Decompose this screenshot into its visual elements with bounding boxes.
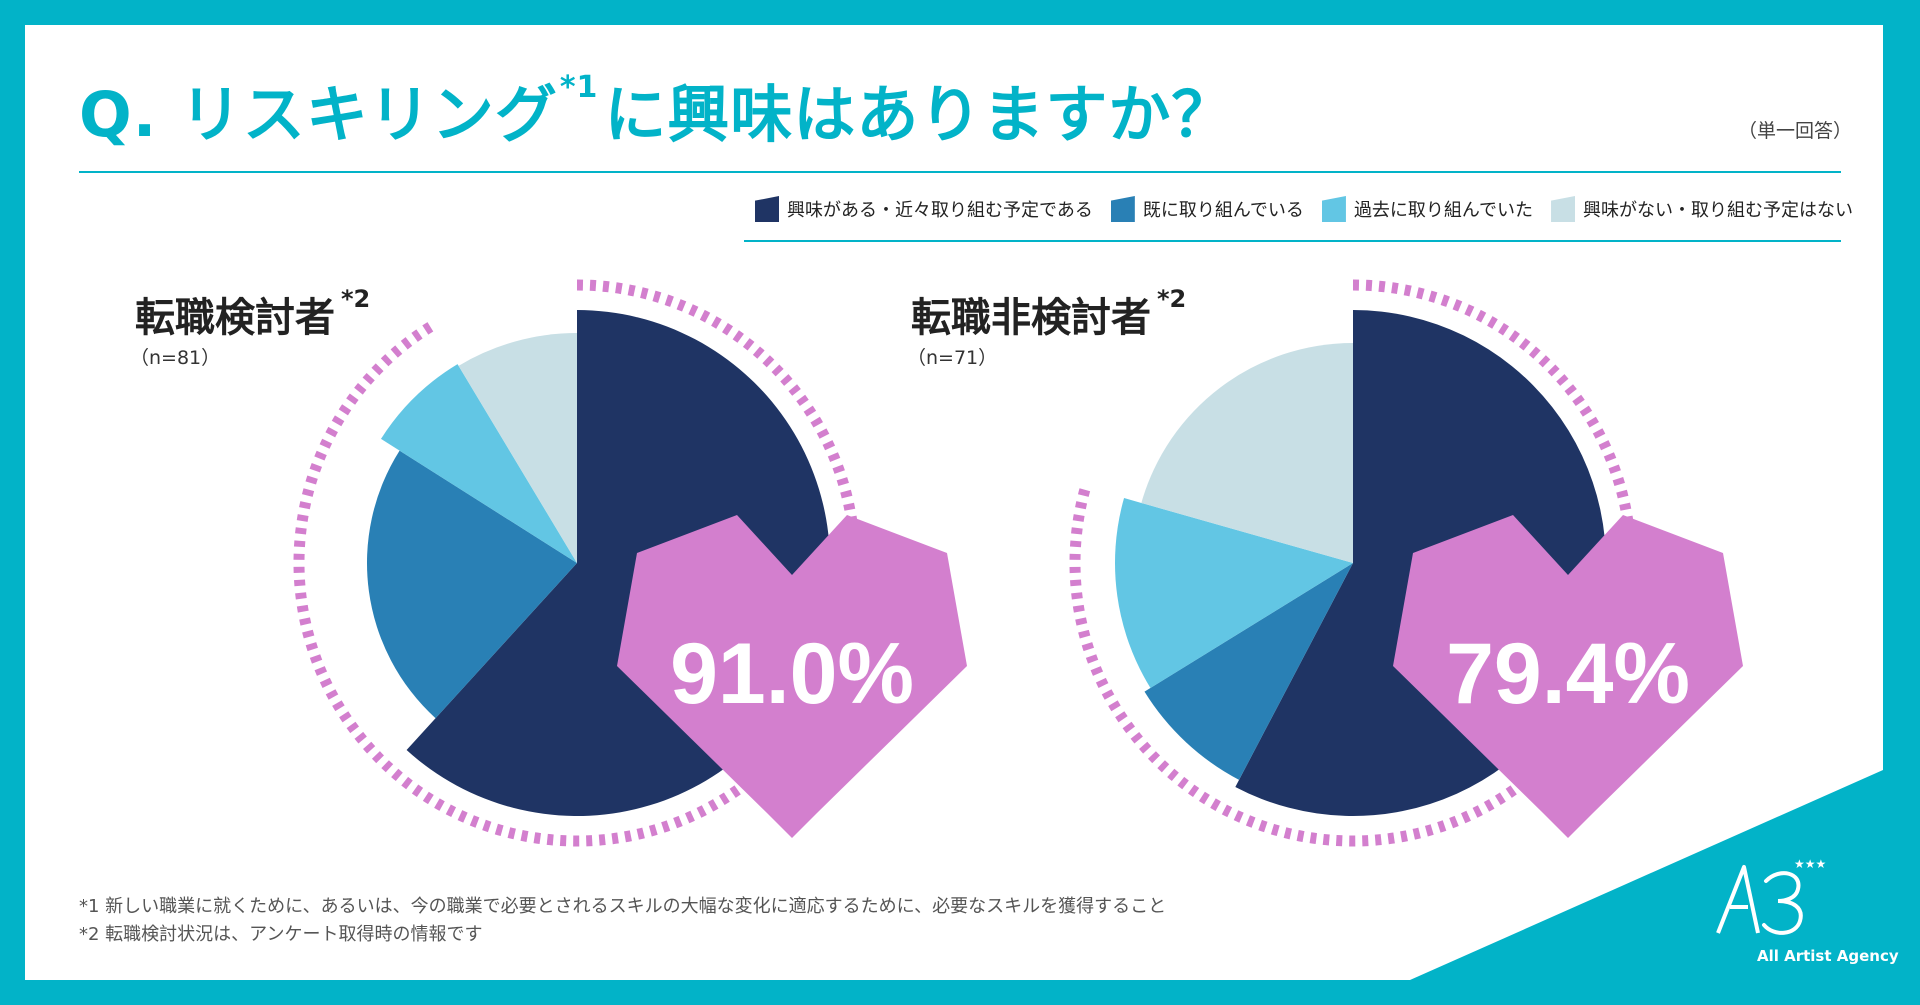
group-label-text: 転職検討者 <box>135 295 335 341</box>
legend-swatch <box>1321 196 1346 222</box>
pie-slice <box>366 450 577 719</box>
pie-slice <box>1115 498 1353 688</box>
brand-logo: ★★★ <box>1716 857 1826 935</box>
legend-label: 興味がない・取り組む予定はない <box>1583 200 1854 221</box>
highlight-percentage: 91.0% <box>670 626 914 722</box>
pie-slice <box>1144 563 1353 780</box>
pie-slice <box>380 364 577 563</box>
highlight-percentage: 79.4% <box>1446 626 1690 722</box>
legend-item-not-interested: 興味がない・取り組む予定はない <box>1551 196 1853 222</box>
legend-label: 過去に取り組んでいた <box>1353 200 1534 221</box>
group-footnote-mark: *2 <box>1157 285 1187 313</box>
sample-size-not-considering: （n=71） <box>907 347 998 369</box>
sample-size-considering: （n=81） <box>130 347 221 369</box>
legend-swatch <box>1110 196 1135 222</box>
highlight-ring <box>293 279 861 847</box>
legend-label: 興味がある・近々取り組む予定である <box>787 200 1093 221</box>
footnote-1: *1 新しい職業に就くために、あるいは、今の職業で必要とされるスキルの大幅な変化… <box>79 896 1167 917</box>
group-label-considering: 転職検討者 *2 <box>135 285 370 343</box>
brand-name: All Artist Agency <box>1757 947 1899 965</box>
svg-text:★★★: ★★★ <box>1794 857 1826 871</box>
title-footnote-mark: *1 <box>559 70 599 105</box>
legend-swatch <box>755 196 779 222</box>
legend-swatch <box>1551 196 1576 222</box>
answer-type-note: （単一回答） <box>1738 120 1853 142</box>
legend-label: 既に取り組んでいる <box>1142 200 1304 221</box>
pie-chart-1: 91.0% <box>293 279 967 847</box>
title-divider <box>79 171 1841 173</box>
group-label-text: 転職非検討者 <box>911 295 1151 341</box>
legend-item-past: 過去に取り組んでいた <box>1321 196 1534 222</box>
legend-divider <box>744 240 1841 242</box>
heart-badge <box>1393 515 1743 838</box>
heart-badge <box>617 515 967 838</box>
legend-item-interested: 興味がある・近々取り組む予定である <box>755 196 1093 222</box>
legend: 興味がある・近々取り組む予定である 既に取り組んでいる 過去に取り組んでいた 興… <box>755 196 1853 222</box>
pie-chart-2: 79.4% <box>1069 279 1743 847</box>
pie-slice <box>458 333 577 563</box>
question-title-suffix: に興味はありますか？ <box>604 78 1235 151</box>
pie-slice <box>1141 343 1353 563</box>
question-title-prefix: Q. リスキリング <box>79 78 558 151</box>
group-footnote-mark: *2 <box>341 285 371 313</box>
group-label-not-considering: 転職非検討者 *2 <box>911 285 1186 343</box>
legend-item-already: 既に取り組んでいる <box>1110 196 1304 222</box>
question-title: Q. リスキリング*1に興味はありますか？ <box>79 64 1234 154</box>
footnote-2: *2 転職検討状況は、アンケート取得時の情報です <box>79 924 483 945</box>
